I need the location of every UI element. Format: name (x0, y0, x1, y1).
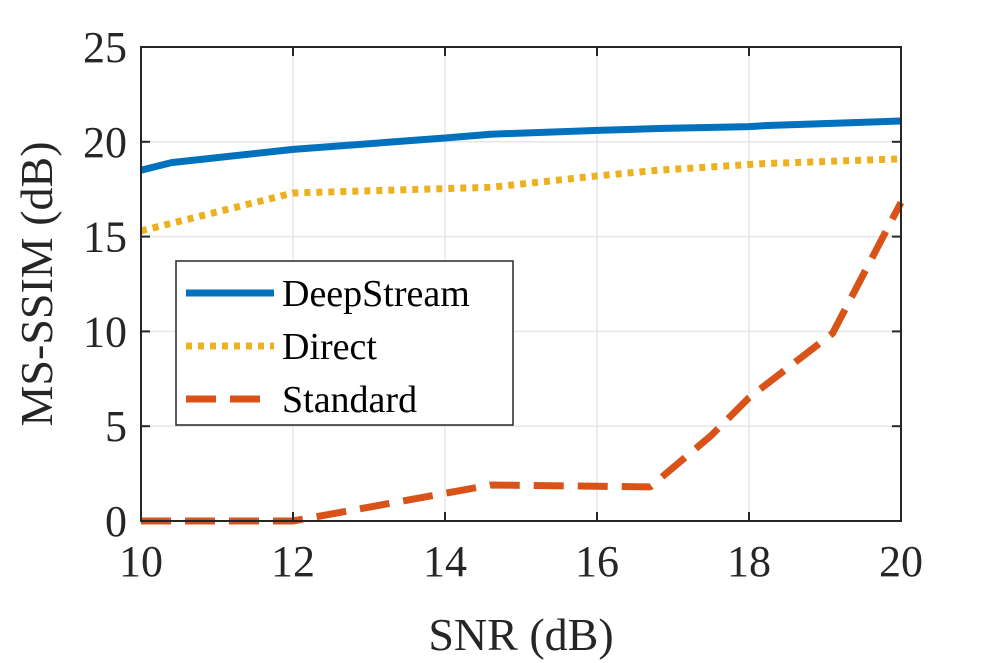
y-tick-label: 5 (105, 402, 127, 451)
y-tick-label: 15 (83, 213, 127, 262)
plot-frame (140, 46, 902, 522)
legend-label-deepstream: DeepStream (282, 273, 470, 315)
y-tick-label: 10 (83, 307, 127, 356)
y-tick-label: 20 (83, 118, 127, 167)
y-tick-label: 25 (83, 23, 127, 72)
legend-label-standard: Standard (282, 379, 417, 421)
x-tick-label: 16 (575, 537, 619, 586)
x-tick-label: 14 (423, 537, 467, 586)
x-tick-label: 10 (119, 537, 163, 586)
x-tick-label: 20 (879, 537, 923, 586)
x-tick-label: 12 (271, 537, 315, 586)
ticks: 10 12 14 16 18 20 0 5 10 15 20 25 (83, 23, 923, 586)
y-tick-label: 0 (105, 497, 127, 546)
x-axis-label: SNR (dB) (428, 609, 613, 660)
series-line-direct (140, 155, 902, 235)
legend-label-direct: Direct (282, 326, 377, 368)
x-tick-label: 18 (727, 537, 771, 586)
series-line-deepstream (140, 117, 902, 174)
legend: DeepStream Direct Standard (175, 260, 514, 426)
series-layer (140, 117, 905, 525)
y-axis-label: MS-SSIM (dB) (11, 141, 62, 426)
series-line-standard (141, 200, 905, 525)
